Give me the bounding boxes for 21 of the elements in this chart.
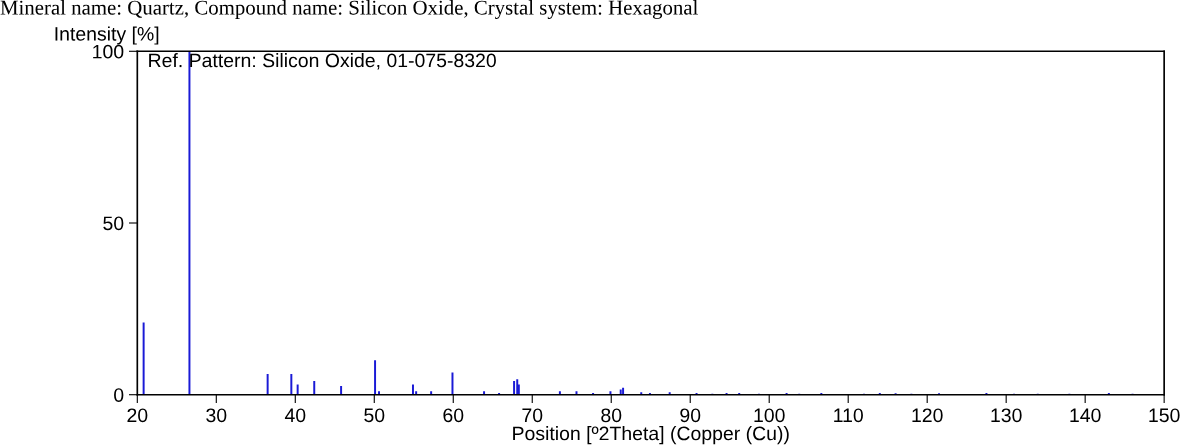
x-tick-label: 110 <box>834 408 863 423</box>
y-axis-title: Intensity [%] <box>55 26 159 45</box>
x-tick-label: 150 <box>1149 408 1180 423</box>
y-tick-label: 50 <box>103 216 124 231</box>
y-tick-label: 0 <box>114 388 124 402</box>
x-tick-label: 40 <box>284 408 306 423</box>
x-axis-title: Position [º2Theta] (Copper (Cu)) <box>513 426 789 445</box>
x-tick-label: 90 <box>680 408 701 423</box>
x-tick-label: 140 <box>1070 408 1101 423</box>
x-tick-label: 20 <box>127 408 148 423</box>
x-tick-label: 70 <box>522 408 543 423</box>
x-tick-label: 30 <box>206 408 227 423</box>
x-tick-label: 120 <box>912 408 943 423</box>
chart-title: Mineral name: Quartz, Compound name: Silicon Oxide, Crystal system: Hexagonal <box>0 0 698 19</box>
annotation: Ref. Pattern: Silicon Oxide, 01-075-8320 <box>149 53 496 70</box>
x-tick-label: 60 <box>443 408 464 423</box>
y-tick-label: 100 <box>93 44 124 59</box>
x-tick-label: 100 <box>754 408 785 423</box>
x-tick-label: 130 <box>991 408 1022 423</box>
x-tick-label: 80 <box>601 408 622 423</box>
x-tick-label: 50 <box>364 408 385 423</box>
